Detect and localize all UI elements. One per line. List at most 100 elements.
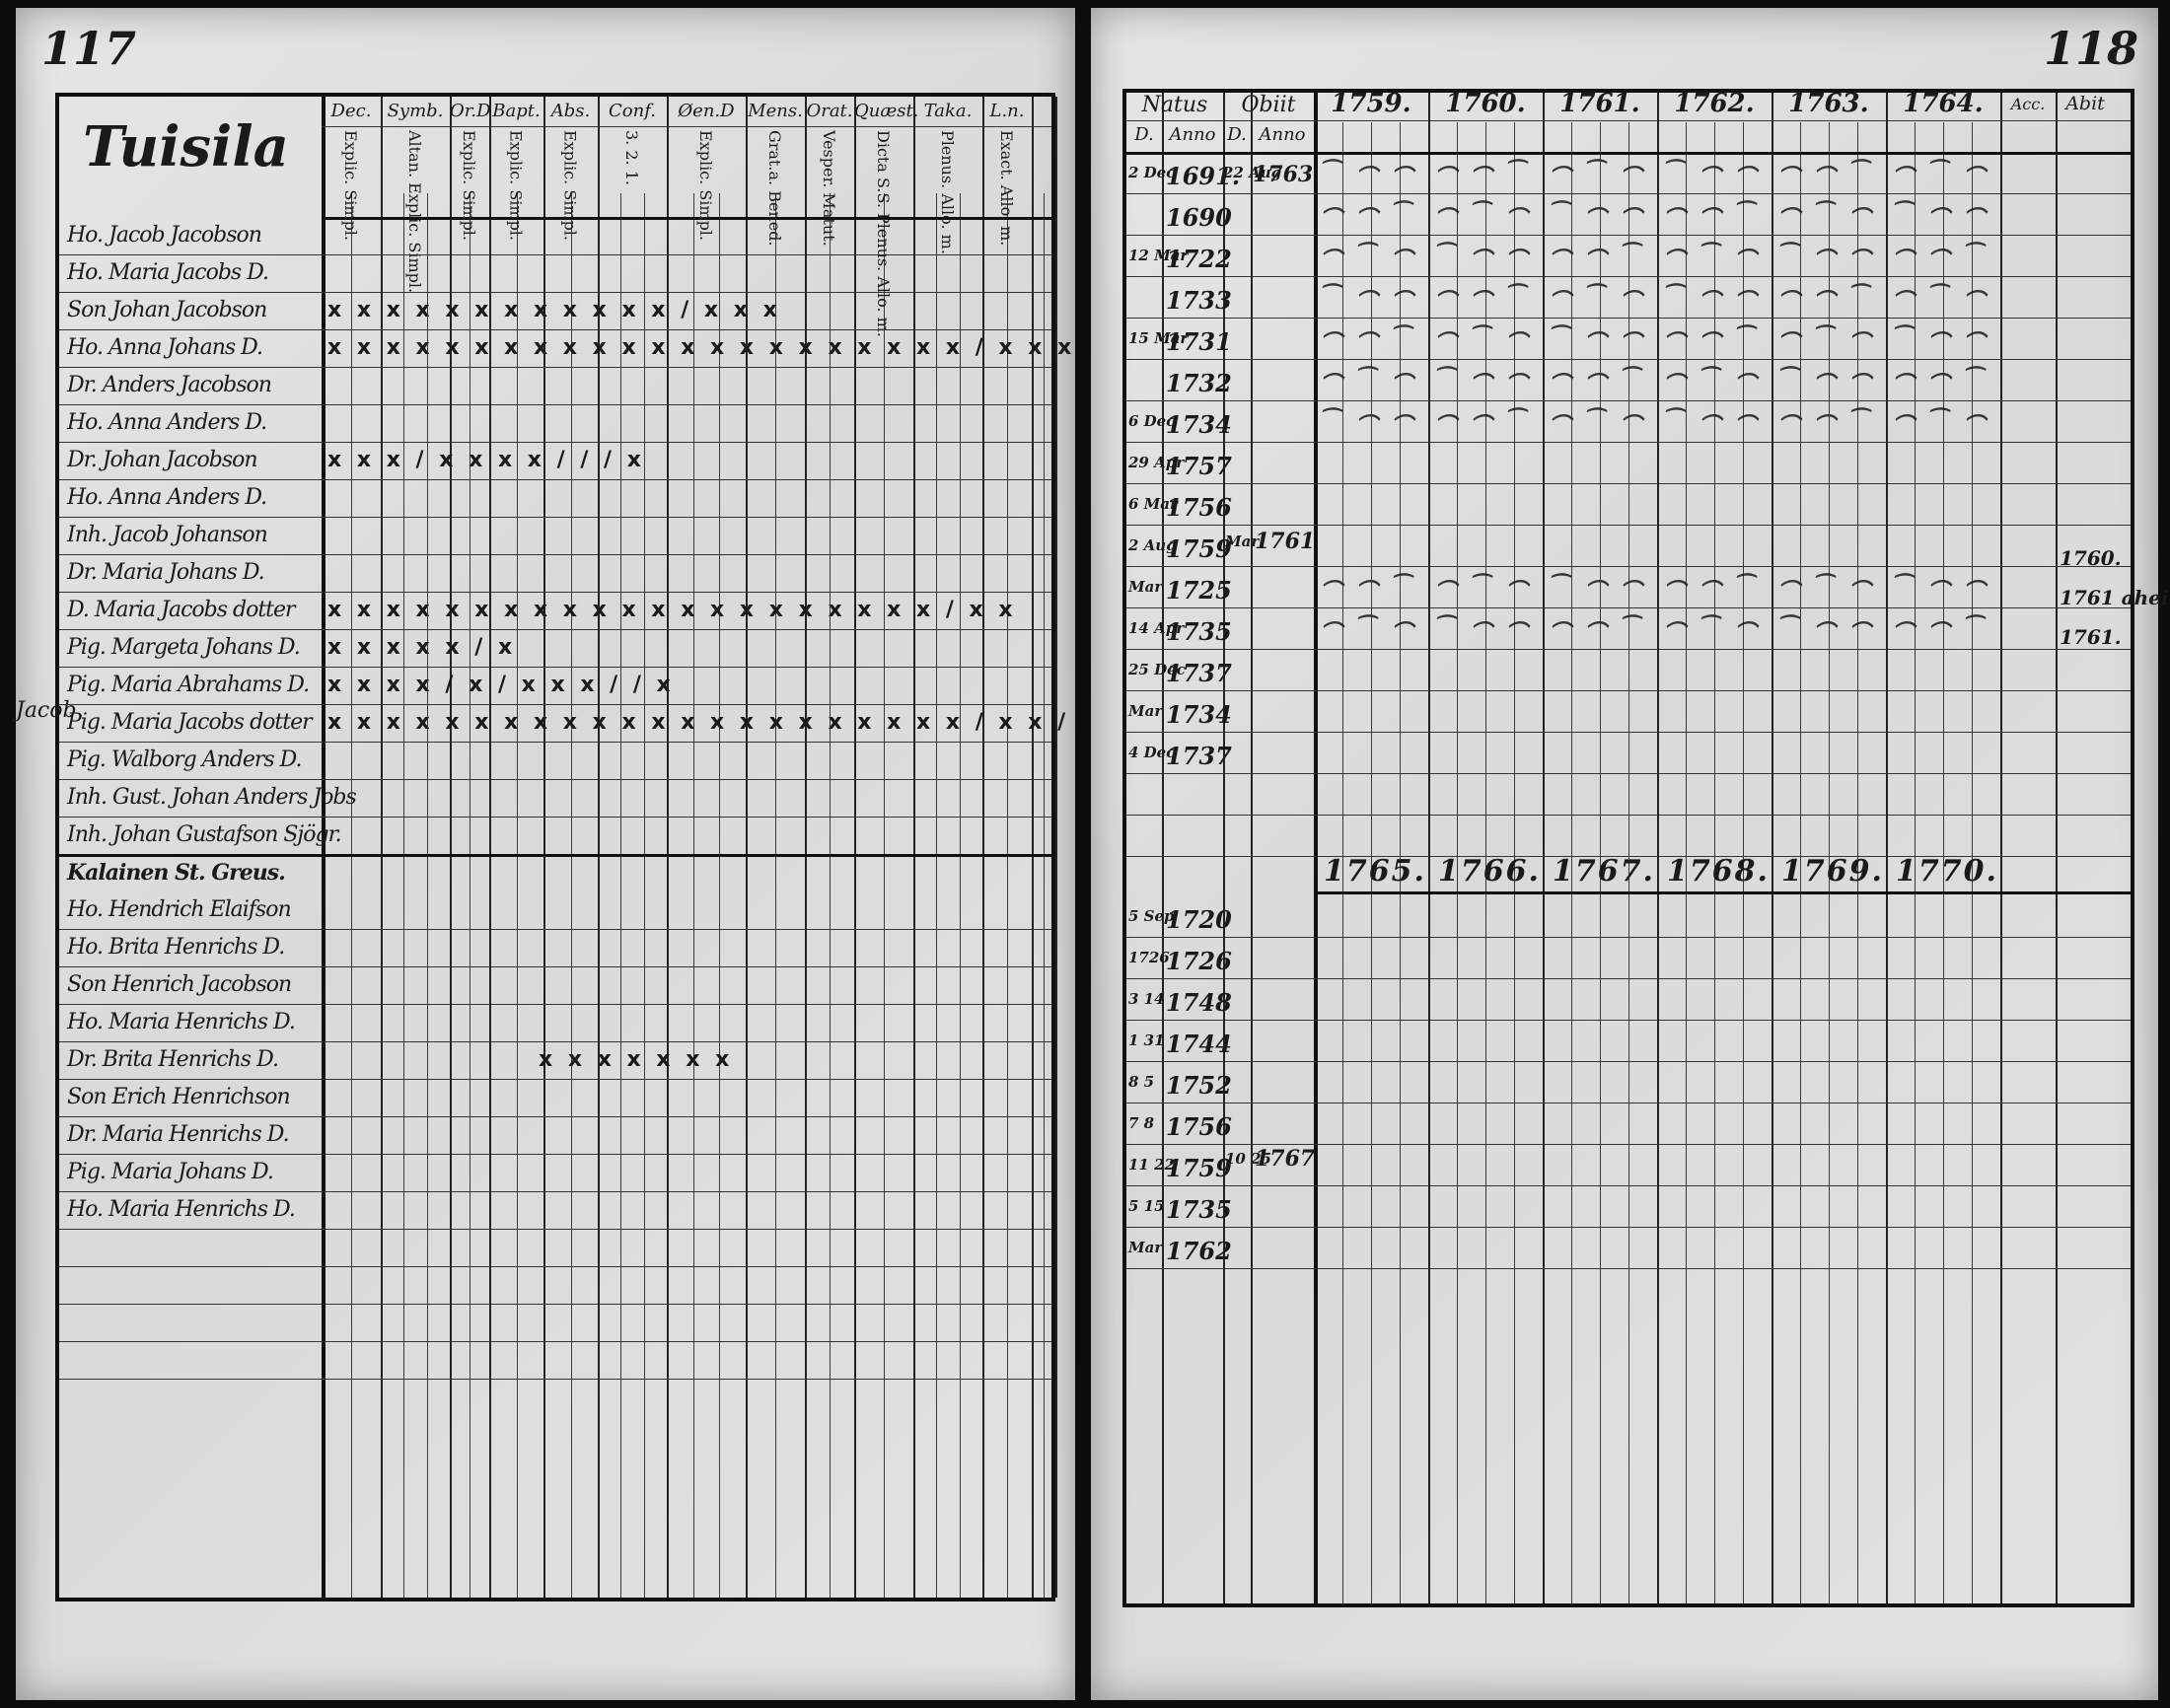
communion-mark: ⌒ <box>1391 413 1413 439</box>
sub-column-divider <box>620 193 622 1598</box>
communion-mark: ⁀ <box>1434 243 1452 268</box>
resident-name: Ho. Maria Henrichs D. <box>67 1197 296 1222</box>
communion-mark: ⁀ <box>1927 408 1945 434</box>
communion-mark: ⁀ <box>1549 325 1566 351</box>
communion-mark: ⁀ <box>1734 325 1752 351</box>
communion-mark: ⌒ <box>1848 330 1871 356</box>
death-year: 1763 <box>1253 162 1314 187</box>
birth-year: 1726 <box>1166 947 1232 975</box>
row-line <box>1126 690 2131 691</box>
communion-mark: ⁀ <box>1777 367 1795 392</box>
communion-mark: ⁀ <box>1699 615 1716 641</box>
communion-mark: ⁀ <box>1963 367 1981 392</box>
column-divider <box>381 97 383 1598</box>
row-line <box>59 1229 1051 1230</box>
column-subheader: Altan. Explic. Simpl. <box>404 130 424 294</box>
row-line <box>59 704 1051 705</box>
header-bottom-line <box>322 217 1051 220</box>
row-line <box>1126 525 2131 526</box>
column-header: Bapt. <box>492 101 541 121</box>
communion-mark: ⁀ <box>1470 325 1487 351</box>
birth-day: 4 Dec <box>1128 744 1176 761</box>
catechism-marks: x x x x x x x x x x x x x x x x x x x x … <box>327 598 1017 622</box>
communion-mark: ⌒ <box>1927 620 1950 646</box>
column-subheader: Grat.a. Bened. <box>764 130 784 247</box>
column-header: Or.D <box>450 101 491 121</box>
row-line <box>1126 318 2131 319</box>
communion-mark: ⌒ <box>1699 579 1721 605</box>
communion-mark: ⌒ <box>1777 289 1800 315</box>
communion-mark: ⌒ <box>1892 372 1915 397</box>
communion-mark: ⁀ <box>1549 574 1566 600</box>
header-bottom-line <box>1126 152 2131 155</box>
header-line <box>322 126 1051 127</box>
birth-year: 1735 <box>1166 617 1232 646</box>
row-line <box>1126 193 2131 194</box>
death-day: 10 25 <box>1225 1150 1271 1168</box>
resident-name: Ho. Jacob Jacobson <box>67 223 262 248</box>
birth-day: 2 Aug <box>1128 536 1177 554</box>
birth-year: 1734 <box>1166 700 1232 729</box>
resident-name: Dr. Maria Henrichs D. <box>67 1122 290 1147</box>
communion-mark: ⌒ <box>1470 372 1492 397</box>
departure-year: 1761. <box>2060 625 2122 649</box>
row-line <box>1126 1185 2131 1186</box>
birth-day: 1 31 <box>1128 1032 1165 1049</box>
communion-mark: ⁀ <box>1320 408 1338 434</box>
birth-day: 3 14 <box>1128 990 1165 1008</box>
year-header: 1761. <box>1559 89 1640 118</box>
column-divider <box>2056 93 2058 1603</box>
communion-mark: ⁀ <box>1734 574 1752 600</box>
death-year: 1761 <box>1255 529 1316 554</box>
resident-name: Ho. Anna Johans D. <box>67 335 263 360</box>
departure-year: 1761 ahei <box>2060 586 2169 609</box>
communion-mark: ⌒ <box>1927 330 1950 356</box>
row-line <box>1126 1227 2131 1228</box>
row-line <box>59 1154 1051 1155</box>
communion-mark: ⌒ <box>1777 413 1800 439</box>
row-line <box>59 629 1051 630</box>
birth-day: 5 15 <box>1128 1197 1165 1215</box>
communion-mark: ⌒ <box>1963 289 1986 315</box>
birth-day: 15 Mar <box>1128 329 1189 347</box>
year-header: 1760. <box>1445 89 1526 118</box>
resident-name: Dr. Brita Henrichs D. <box>67 1047 279 1072</box>
communion-mark: ⁀ <box>1848 284 1866 310</box>
departure-year: 1760. <box>2060 546 2122 570</box>
resident-name: Pig. Maria Abrahams D. <box>67 673 310 697</box>
row-line <box>59 254 1051 255</box>
column-header: Orat. <box>806 101 853 121</box>
communion-mark: ⁀ <box>1584 284 1602 310</box>
year-label: 1769. <box>1781 854 1884 889</box>
year-divider <box>1772 93 1773 1603</box>
row-line <box>59 1004 1051 1005</box>
communion-mark: ⌒ <box>1734 248 1757 273</box>
quarter-divider <box>1457 122 1458 1603</box>
quarter-divider <box>1943 122 1944 1603</box>
communion-mark: ⁀ <box>1505 160 1523 185</box>
column-divider <box>854 97 856 1598</box>
communion-mark: ⌒ <box>1848 372 1871 397</box>
birth-day: 5 Sep <box>1128 907 1175 925</box>
resident-name: Dr. Johan Jacobson <box>67 448 258 472</box>
column-header: Dec. <box>330 101 372 121</box>
communion-mark: ⌒ <box>1734 372 1757 397</box>
sub-column-divider <box>936 193 938 1598</box>
sub-column-divider <box>1044 193 1045 1598</box>
quarter-divider <box>1714 122 1715 1603</box>
communion-mark: ⁀ <box>1663 408 1681 434</box>
birth-year: 1690 <box>1166 203 1232 232</box>
year-label: 1768. <box>1667 854 1770 889</box>
communion-mark: ⌒ <box>1470 289 1492 315</box>
communion-mark: ⌒ <box>1734 413 1757 439</box>
row-line <box>59 817 1051 818</box>
quarter-divider <box>1571 122 1572 1603</box>
birth-year: 1757 <box>1166 452 1232 480</box>
communion-mark: ⌒ <box>1505 372 1528 397</box>
row-line <box>1126 773 2131 774</box>
communion-mark: ⌒ <box>1434 579 1457 605</box>
resident-name: Inh. Johan Gustafson Sjögr. <box>67 822 342 847</box>
communion-mark: ⌒ <box>1663 579 1686 605</box>
quarter-divider <box>1972 122 1973 1603</box>
birth-year: 1737 <box>1166 659 1232 687</box>
